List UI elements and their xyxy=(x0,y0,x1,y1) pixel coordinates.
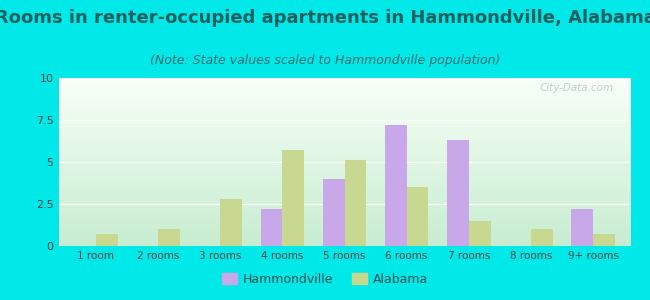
Text: Rooms in renter-occupied apartments in Hammondville, Alabama: Rooms in renter-occupied apartments in H… xyxy=(0,9,650,27)
Bar xyxy=(158,229,180,246)
Bar xyxy=(469,221,491,246)
Legend: Hammondville, Alabama: Hammondville, Alabama xyxy=(216,268,434,291)
Bar xyxy=(282,150,304,246)
Bar xyxy=(571,209,593,246)
Text: City-Data.com: City-Data.com xyxy=(540,83,614,93)
Bar xyxy=(385,125,407,246)
Bar xyxy=(407,187,428,246)
Bar xyxy=(531,229,552,246)
Text: (Note: State values scaled to Hammondville population): (Note: State values scaled to Hammondvil… xyxy=(150,54,500,67)
Bar xyxy=(593,234,615,246)
Bar xyxy=(323,179,345,246)
Bar xyxy=(344,160,366,246)
Bar xyxy=(220,199,242,246)
Bar xyxy=(96,234,118,246)
Bar xyxy=(447,140,469,246)
Bar xyxy=(261,209,282,246)
